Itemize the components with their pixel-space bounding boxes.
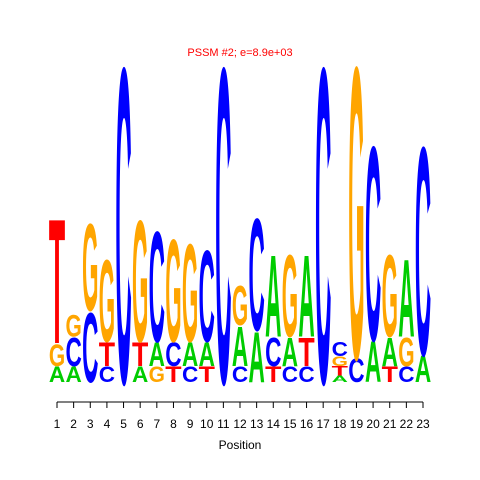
x-tick-label: 11 [217,417,230,431]
logo-letter: C [99,362,115,387]
logo-letter: G [165,208,181,373]
logo-letter: T [332,363,348,378]
logo-letter: A [365,330,381,395]
logo-letter: A [149,335,165,373]
logo-letter: G [49,337,65,372]
logo-letter: G [65,308,81,343]
logo-letter: G [99,236,115,367]
logo-letter: C [82,293,98,404]
logo-letter: A [382,330,398,375]
logo-letter: C [215,0,231,479]
logo-letter: A [199,335,215,373]
x-tick-label: 21 [383,417,397,431]
logo-letter: C [199,223,215,369]
logo-letter: A [398,238,414,361]
logo-letter: T [49,181,65,381]
logo-letter: G [332,354,348,369]
logo-letter: C [248,186,264,365]
logo-letter: C [115,0,131,479]
logo-letter: T [132,335,148,373]
logo-letter: C [365,90,381,400]
logo-letter: C [415,86,431,418]
x-tick-label: 3 [87,417,94,431]
logo-letter: A [332,374,348,384]
x-tick-label: 20 [366,417,380,431]
logo-letter: A [298,231,314,362]
x-tick-label: 9 [187,417,194,431]
logo-letter: G [182,215,198,371]
logo-letter: A [182,335,198,373]
x-tick-label: 13 [250,417,264,431]
logo-letter: A [65,362,81,387]
logo-letter: C [165,335,181,373]
x-tick-label: 23 [416,417,430,431]
x-tick-label: 18 [333,417,347,431]
logo-letter: G [398,330,414,375]
logo-letter: C [298,362,314,387]
logo-letter: G [348,0,364,447]
logo-letter: A [49,362,65,387]
logo-letter: C [65,330,81,375]
x-tick-label: 5 [120,417,127,431]
logo-letter: T [199,362,215,387]
logo-letter: C [332,338,348,361]
logo-letter: C [282,362,298,387]
x-tick-label: 8 [170,417,177,431]
x-axis-label: Position [219,438,262,452]
logo-letter: A [248,317,264,397]
x-tick-label: 19 [350,417,364,431]
logo-letter: C [265,330,281,375]
logo-letter: T [265,362,281,387]
logo-letter: A [232,316,248,379]
x-tick-label: 14 [267,417,281,431]
logo-letter: C [232,362,248,387]
x-tick-label: 10 [200,417,214,431]
logo-letter: C [149,199,165,376]
logo-letter: G [149,362,165,387]
logo-letter: C [182,362,198,387]
logo-letter: A [265,231,281,362]
logo-letter: G [232,275,248,338]
logo-letter: T [298,330,314,375]
logo-letter: G [132,186,148,380]
logo-letter: A [282,330,298,375]
x-tick-label: 16 [300,417,314,431]
x-tick-label: 15 [283,417,297,431]
logo-letter: G [382,231,398,362]
x-tick-label: 1 [54,417,61,431]
x-tick-label: 2 [70,417,77,431]
logo-letter: A [132,362,148,387]
logo-letter: T [99,335,115,373]
logo-letter: C [398,362,414,387]
logo-letter: G [282,231,298,362]
chart-title: PSSM #2; e=8.9e+03 [187,47,292,59]
logo-letter: A [415,348,431,391]
x-tick-label: 17 [317,417,331,431]
logo-letter: C [315,0,331,479]
logo-letter: C [348,351,364,389]
x-tick-label: 12 [233,417,247,431]
logo-letter: T [382,362,398,387]
logo-letter: T [165,362,181,387]
x-tick-label: 6 [137,417,144,431]
x-tick-label: 4 [104,417,111,431]
logo-letter: G [82,198,98,337]
x-tick-label: 22 [400,417,414,431]
x-tick-label: 7 [153,417,160,431]
